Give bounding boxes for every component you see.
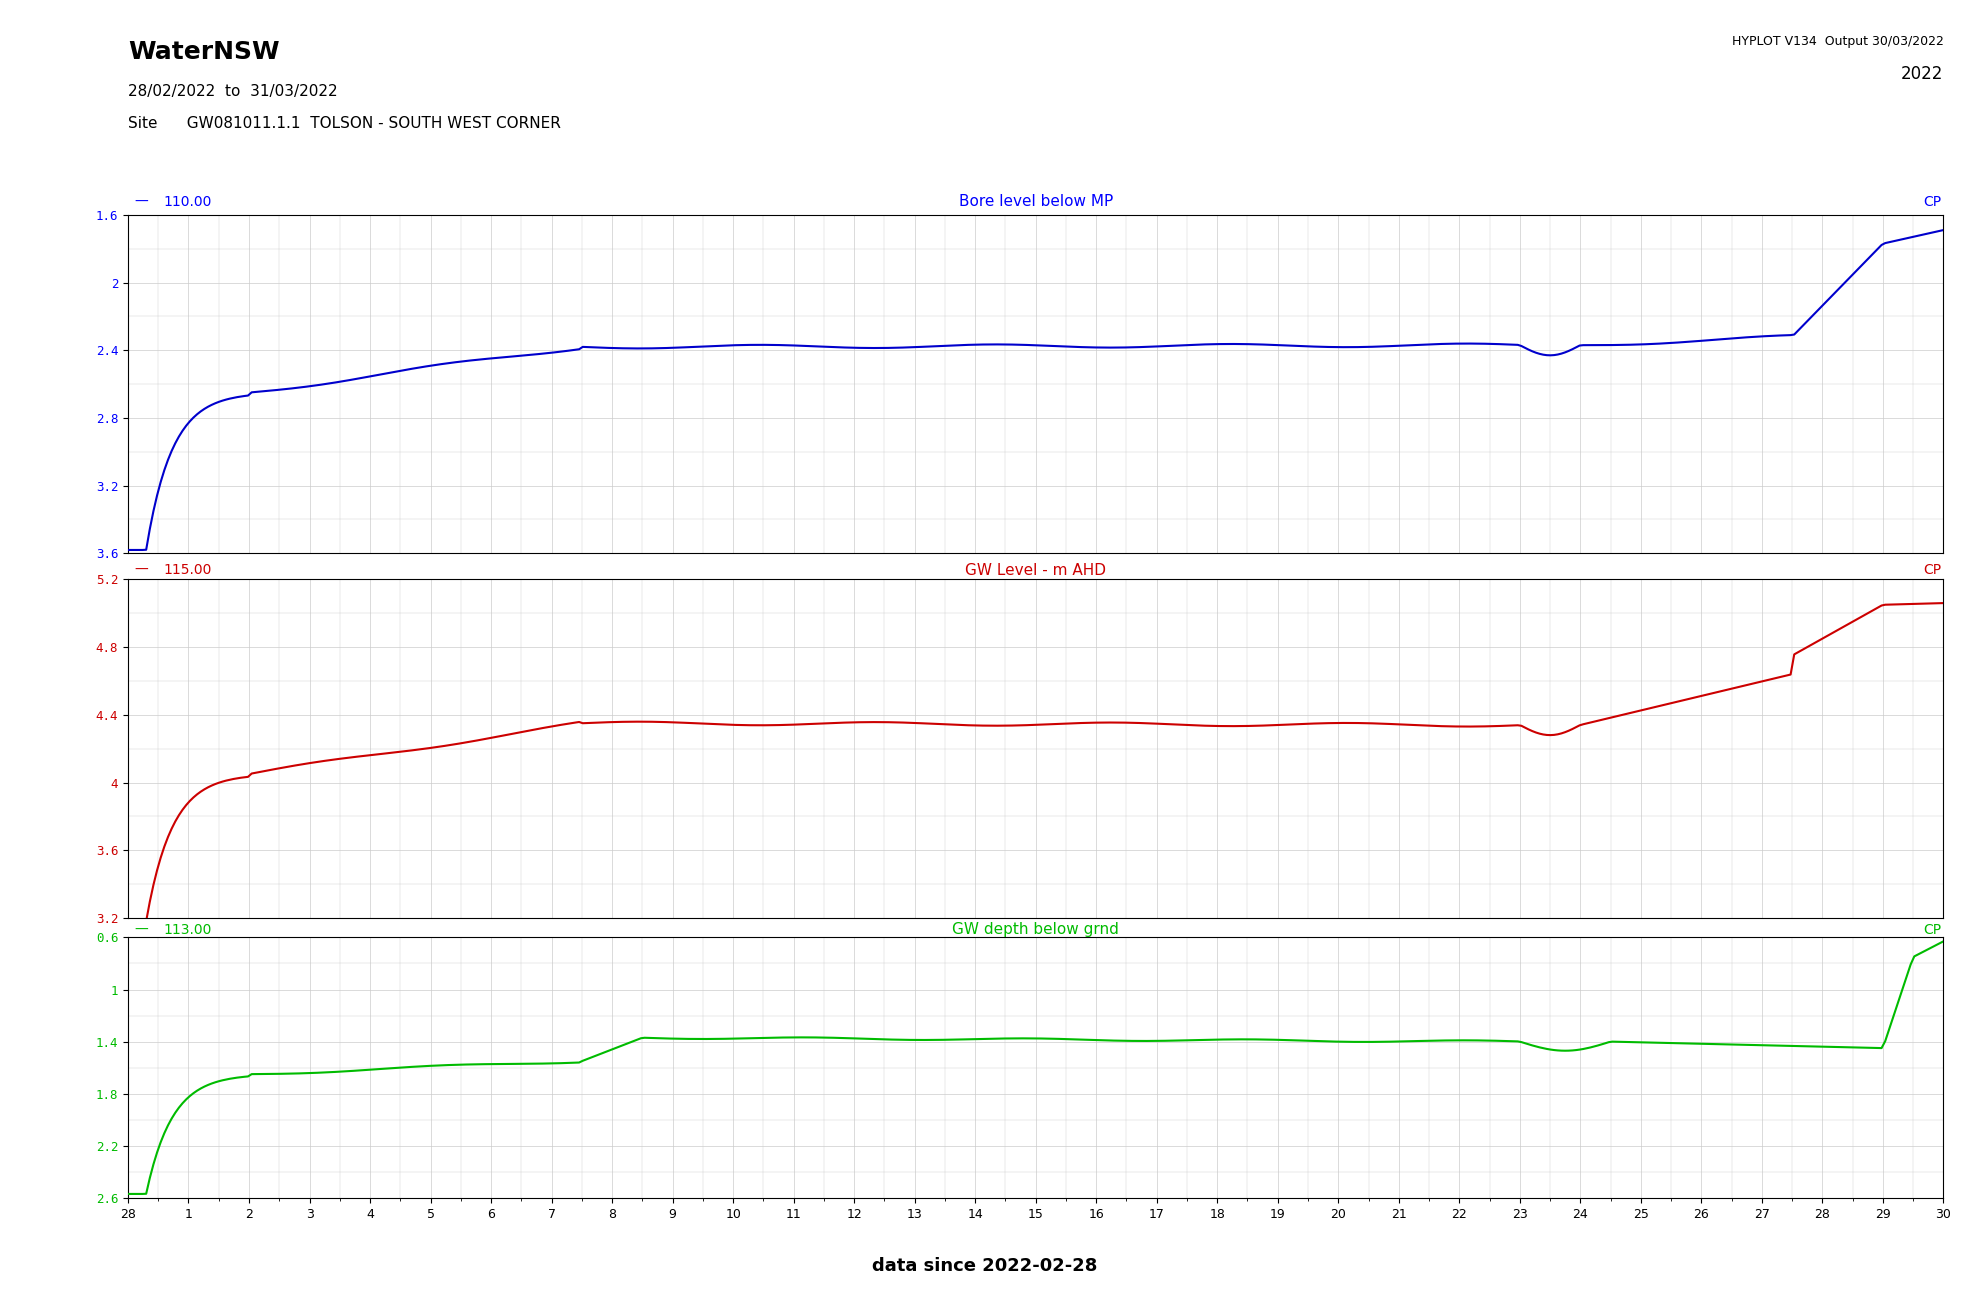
Text: 110.00: 110.00 [163,195,213,208]
Text: GW Level - m AHD: GW Level - m AHD [965,562,1107,578]
Text: WaterNSW: WaterNSW [128,40,280,64]
Text: 113.00: 113.00 [163,923,213,936]
Text: —: — [134,923,148,936]
Text: CP: CP [1924,923,1941,936]
Text: —: — [134,195,148,208]
Text: CP: CP [1924,564,1941,577]
Text: 2022: 2022 [1900,65,1943,83]
Text: Bore level below MP: Bore level below MP [959,194,1112,210]
Text: 28/02/2022  to  31/03/2022: 28/02/2022 to 31/03/2022 [128,83,337,99]
Text: GW depth below grnd: GW depth below grnd [953,922,1118,937]
Text: —: — [134,564,148,577]
Text: Site      GW081011.1.1  TOLSON - SOUTH WEST CORNER: Site GW081011.1.1 TOLSON - SOUTH WEST CO… [128,116,561,132]
Text: 115.00: 115.00 [163,564,213,577]
Text: data since 2022-02-28: data since 2022-02-28 [872,1256,1097,1275]
Text: CP: CP [1924,195,1941,208]
Text: HYPLOT V134  Output 30/03/2022: HYPLOT V134 Output 30/03/2022 [1731,35,1943,48]
